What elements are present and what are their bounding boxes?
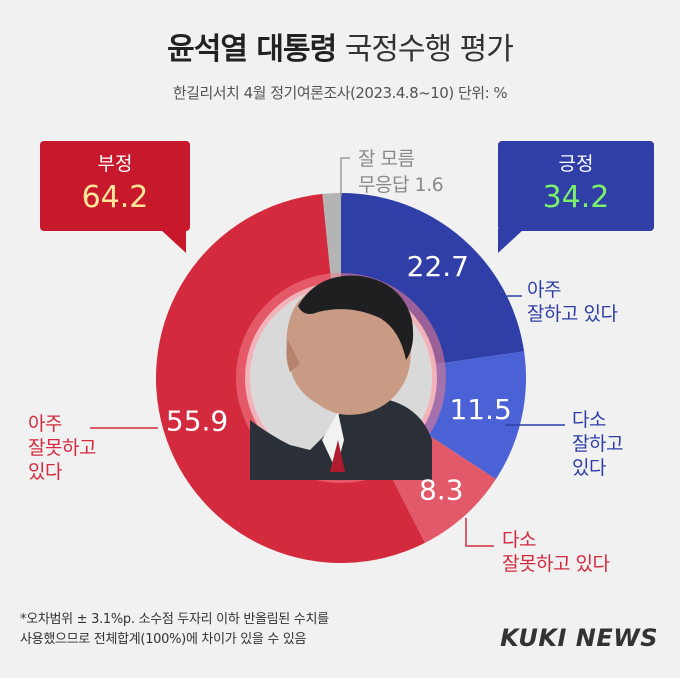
dont-know-line1: 잘 모름 (358, 148, 415, 170)
dont-know-line2: 무응답 1.6 (358, 174, 444, 196)
subtitle: 한길리서치 4월 정기여론조사(2023.4.8~10) 단위: % (172, 84, 508, 102)
positive-box: 긍정 34.2 (498, 141, 654, 231)
president-photo-icon (250, 275, 432, 480)
label-very-good-line1: 아주 (527, 279, 561, 301)
negative-label: 부정 (97, 153, 133, 175)
negative-box: 부정 64.2 (40, 141, 190, 231)
slice-value-good: 11.5 (449, 393, 511, 426)
positive-label: 긍정 (558, 153, 594, 175)
label-very-good: 아주 잘하고 있다 (527, 278, 618, 326)
slice-value-very-bad: 55.9 (166, 404, 228, 437)
slice-dont-know (322, 193, 341, 283)
label-bad: 다소 잘못하고 있다 (502, 528, 610, 576)
label-very-good-line2: 잘하고 있다 (527, 303, 618, 325)
label-good: 다소 잘하고 있다 (572, 408, 623, 480)
slice-very-bad (155, 193, 425, 563)
label-good-line3: 있다 (572, 457, 606, 479)
label-very-bad-line3: 있다 (28, 461, 62, 483)
positive-value: 34.2 (542, 180, 610, 215)
leader-bad (465, 518, 494, 547)
footnote-line1: *오차범위 ± 3.1%p. 소수점 두자리 이하 반올림된 수치를 (20, 612, 329, 627)
dont-know-label: 잘 모름 무응답 1.6 (358, 146, 444, 198)
slice-value-very-good: 22.7 (407, 250, 469, 283)
label-bad-line2: 잘못하고 있다 (502, 553, 610, 575)
label-very-bad-line2: 잘못하고 (28, 437, 96, 459)
donut-slices (155, 193, 527, 563)
leader-dont-know (340, 157, 350, 196)
footnote: *오차범위 ± 3.1%p. 소수점 두자리 이하 반올림된 수치를 사용했으므… (20, 610, 329, 650)
label-good-line1: 다소 (572, 409, 606, 431)
page-title: 윤석열 대통령 국정수행 평가 (0, 24, 680, 68)
kuki-news-logo: KUKI NEWS (500, 624, 658, 652)
footnote-line2: 사용했으므로 전체합계(100%)에 차이가 있을 수 있음 (20, 632, 307, 647)
label-very-bad-line1: 아주 (28, 413, 62, 435)
leader-lines (90, 157, 565, 547)
title-bold: 윤석열 대통령 (167, 32, 337, 67)
slice-value-labels: 22.7 11.5 8.3 55.9 (166, 250, 512, 507)
label-bad-line1: 다소 (502, 529, 536, 551)
positive-box-pointer (498, 229, 524, 253)
label-very-bad: 아주 잘못하고 있다 (28, 412, 96, 484)
slice-very-good (341, 193, 525, 365)
title-rest: 국정수행 평가 (344, 32, 514, 67)
negative-value: 64.2 (81, 180, 149, 215)
slice-good (421, 351, 527, 480)
negative-box-pointer (160, 229, 186, 253)
label-good-line2: 잘하고 (572, 433, 623, 455)
slice-value-bad: 8.3 (419, 474, 464, 507)
